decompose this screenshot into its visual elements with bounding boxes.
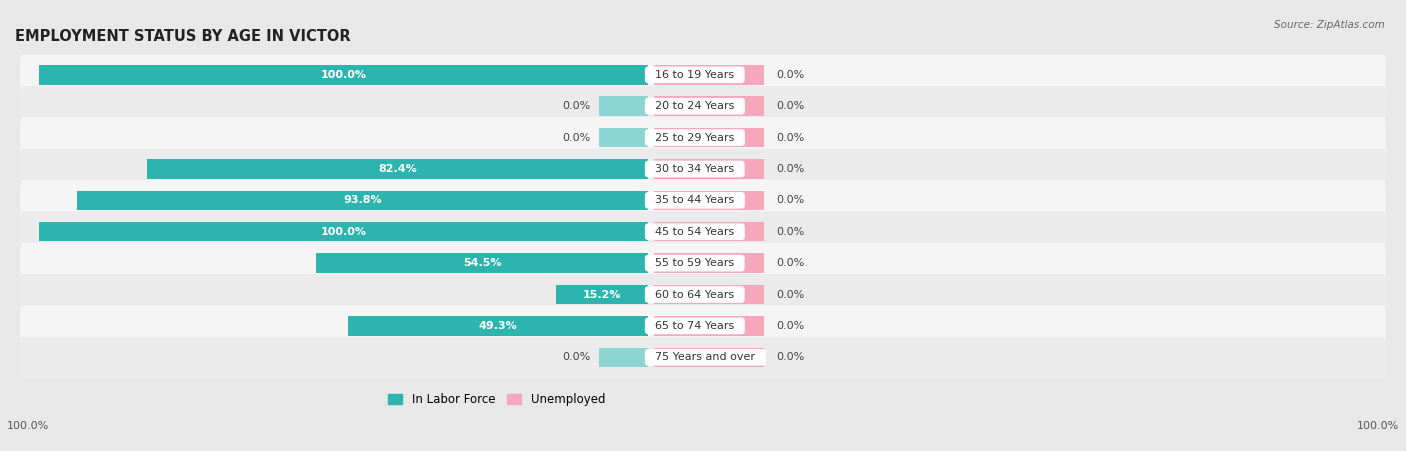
Text: 65 to 74 Years: 65 to 74 Years [648, 321, 741, 331]
Bar [599, 348, 648, 367]
Text: 16 to 19 Years: 16 to 19 Years [648, 70, 741, 80]
FancyBboxPatch shape [20, 148, 1386, 189]
Text: Source: ZipAtlas.com: Source: ZipAtlas.com [1274, 20, 1385, 30]
Text: 0.0%: 0.0% [776, 70, 804, 80]
Bar [654, 65, 763, 84]
Bar [654, 285, 763, 304]
FancyBboxPatch shape [20, 117, 1386, 158]
Bar [654, 128, 763, 147]
Text: 0.0%: 0.0% [776, 164, 804, 174]
Text: 100.0%: 100.0% [7, 421, 49, 431]
Text: 15.2%: 15.2% [582, 290, 621, 299]
Bar [349, 316, 648, 336]
Text: 0.0%: 0.0% [562, 133, 591, 143]
Text: 0.0%: 0.0% [562, 352, 591, 362]
Text: 55 to 59 Years: 55 to 59 Years [648, 258, 741, 268]
FancyBboxPatch shape [20, 337, 1386, 377]
Bar [77, 191, 648, 210]
Text: 0.0%: 0.0% [776, 101, 804, 111]
Bar [654, 253, 763, 273]
Text: 0.0%: 0.0% [776, 195, 804, 205]
Bar [654, 316, 763, 336]
FancyBboxPatch shape [20, 55, 1386, 95]
Text: 82.4%: 82.4% [378, 164, 416, 174]
Text: 20 to 24 Years: 20 to 24 Years [648, 101, 741, 111]
Bar [654, 191, 763, 210]
FancyBboxPatch shape [20, 305, 1386, 346]
Text: 60 to 64 Years: 60 to 64 Years [648, 290, 741, 299]
FancyBboxPatch shape [20, 274, 1386, 315]
Bar [555, 285, 648, 304]
Text: 0.0%: 0.0% [776, 133, 804, 143]
Text: 49.3%: 49.3% [479, 321, 517, 331]
Bar [39, 65, 648, 84]
FancyBboxPatch shape [20, 212, 1386, 252]
Text: 54.5%: 54.5% [463, 258, 502, 268]
FancyBboxPatch shape [20, 180, 1386, 221]
Bar [599, 128, 648, 147]
FancyBboxPatch shape [20, 86, 1386, 127]
Text: 35 to 44 Years: 35 to 44 Years [648, 195, 741, 205]
Bar [654, 159, 763, 179]
Text: 100.0%: 100.0% [1357, 421, 1399, 431]
Bar [599, 97, 648, 116]
Text: 25 to 29 Years: 25 to 29 Years [648, 133, 741, 143]
Bar [654, 97, 763, 116]
Text: 93.8%: 93.8% [343, 195, 382, 205]
Text: 45 to 54 Years: 45 to 54 Years [648, 227, 741, 237]
Text: 30 to 34 Years: 30 to 34 Years [648, 164, 741, 174]
Text: 0.0%: 0.0% [776, 258, 804, 268]
Text: 0.0%: 0.0% [776, 321, 804, 331]
Bar [654, 222, 763, 241]
Text: 0.0%: 0.0% [776, 227, 804, 237]
Text: EMPLOYMENT STATUS BY AGE IN VICTOR: EMPLOYMENT STATUS BY AGE IN VICTOR [15, 28, 350, 44]
Text: 75 Years and over: 75 Years and over [648, 352, 762, 362]
Bar [146, 159, 648, 179]
Bar [39, 222, 648, 241]
Text: 0.0%: 0.0% [776, 352, 804, 362]
FancyBboxPatch shape [20, 243, 1386, 284]
Text: 0.0%: 0.0% [562, 101, 591, 111]
Legend: In Labor Force, Unemployed: In Labor Force, Unemployed [384, 388, 610, 410]
Text: 100.0%: 100.0% [321, 227, 367, 237]
Text: 0.0%: 0.0% [776, 290, 804, 299]
Bar [654, 348, 763, 367]
Bar [316, 253, 648, 273]
Text: 100.0%: 100.0% [321, 70, 367, 80]
